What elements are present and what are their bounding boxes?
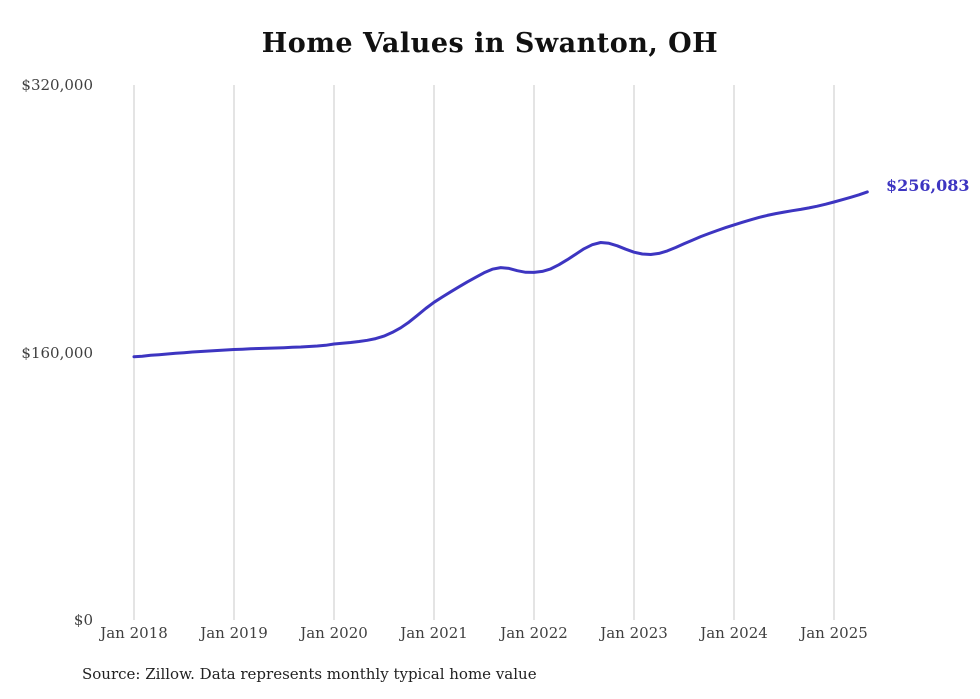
x-axis-label: Jan 2023 xyxy=(600,624,668,642)
y-axis-label-320k: $320,000 xyxy=(21,76,93,94)
chart-title: Home Values in Swanton, OH xyxy=(261,28,719,59)
x-axis-label: Jan 2018 xyxy=(100,624,168,642)
x-axis-label: Jan 2020 xyxy=(300,624,368,642)
x-axis-label: Jan 2019 xyxy=(200,624,268,642)
y-axis-label-160k: $160,000 xyxy=(21,344,93,362)
x-axis-label: Jan 2025 xyxy=(800,624,868,642)
value-line xyxy=(132,190,869,359)
source-note: Source: Zillow. Data represents monthly … xyxy=(82,665,537,683)
x-axis-label: Jan 2024 xyxy=(700,624,768,642)
x-axis-label: Jan 2022 xyxy=(500,624,568,642)
y-axis-label-0: $0 xyxy=(73,611,93,629)
x-axis-label: Jan 2021 xyxy=(400,624,468,642)
gridlines xyxy=(133,85,835,620)
end-value-label: $256,083 xyxy=(886,176,970,195)
